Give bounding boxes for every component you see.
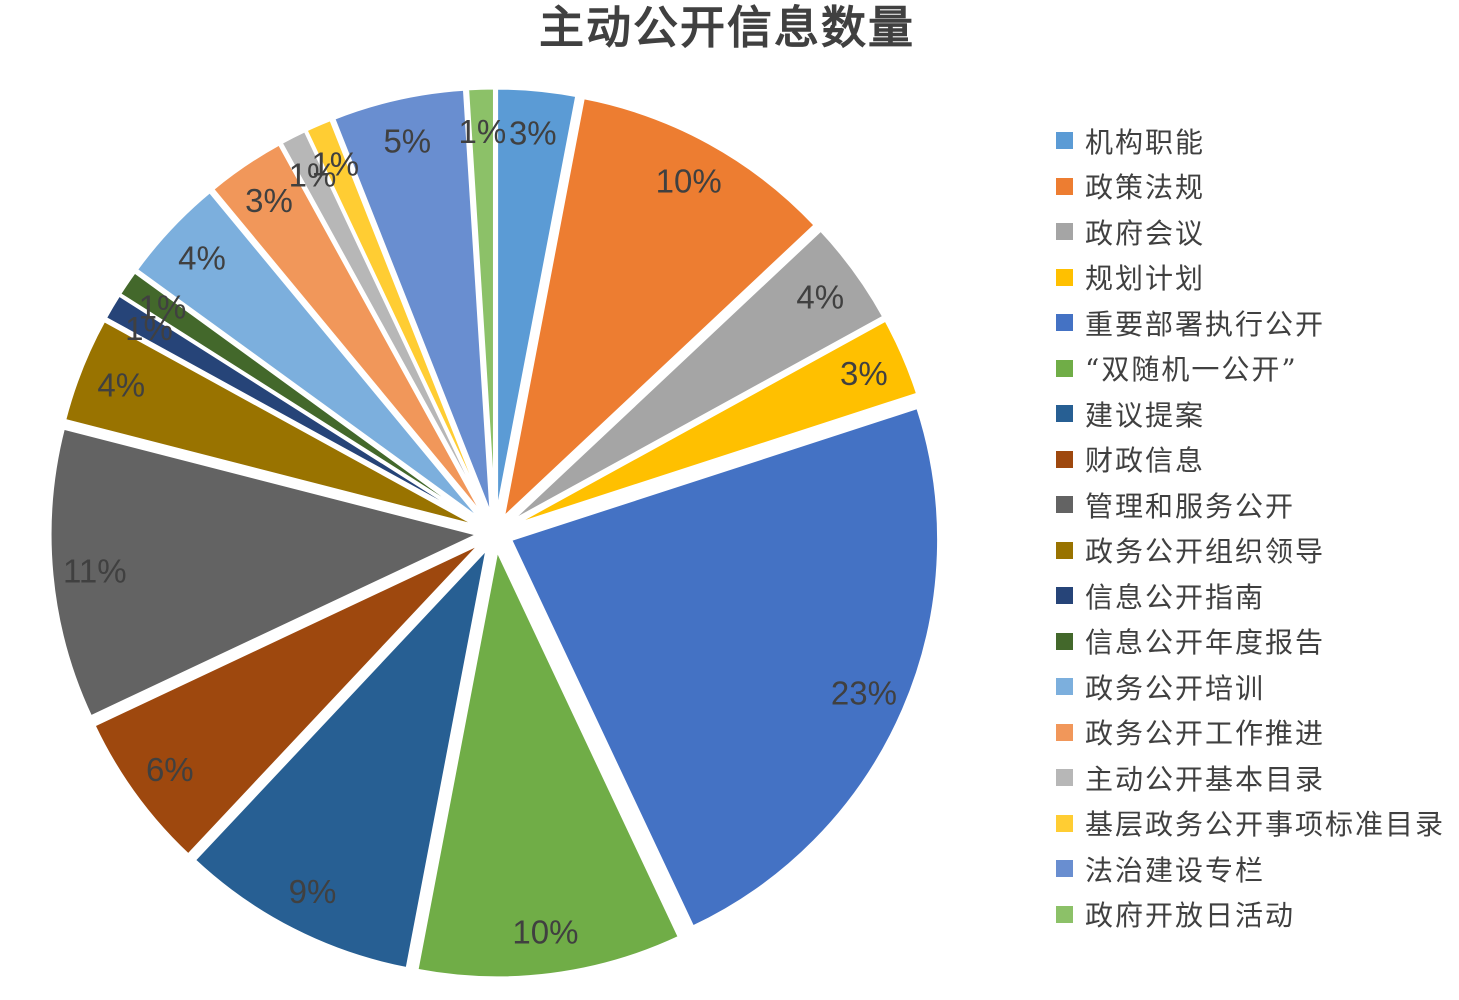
- chart-title: 主动公开信息数量: [538, 1, 915, 54]
- legend-swatch: [1056, 905, 1073, 923]
- pie-slice: [507, 228, 886, 525]
- legend-swatch: [1056, 632, 1073, 650]
- legend-swatch: [1056, 223, 1073, 241]
- pie-slice: [495, 86, 579, 518]
- pie-slice: [48, 426, 480, 719]
- pie-slice: [134, 190, 485, 523]
- legend-item: 主动公开基本目录: [1056, 755, 1445, 801]
- legend-item: 机构职能: [1056, 118, 1445, 164]
- data-label: 3%: [245, 182, 293, 219]
- pie-slice: [118, 270, 483, 525]
- pie-slice: [304, 117, 490, 519]
- data-label: 4%: [97, 367, 145, 404]
- legend-swatch: [1056, 541, 1073, 559]
- data-label: 1%: [139, 289, 187, 326]
- legend-item: 政务公开组织领导: [1056, 528, 1445, 574]
- pie-slice: [332, 87, 493, 518]
- legend-label: 信息公开指南: [1085, 580, 1266, 614]
- legend-item: 政府会议: [1056, 209, 1445, 255]
- pie-slice: [501, 96, 817, 520]
- legend-item: 规划计划: [1056, 255, 1445, 301]
- legend-label: 政策法规: [1085, 171, 1206, 205]
- data-label: 23%: [831, 674, 897, 711]
- legend-label: 财政信息: [1085, 444, 1206, 478]
- legend-label: 建议提案: [1085, 398, 1206, 432]
- legend-swatch: [1056, 587, 1073, 605]
- legend-label: 政务公开组织领导: [1085, 535, 1326, 569]
- data-label: 3%: [509, 114, 557, 151]
- legend-item: 政策法规: [1056, 164, 1445, 210]
- legend-label: 管理和服务公开: [1085, 489, 1296, 523]
- pie-slice: [192, 546, 489, 971]
- pie-slice: [211, 142, 487, 521]
- legend-swatch: [1056, 132, 1073, 150]
- legend-label: 政务公开工作推进: [1085, 717, 1326, 751]
- legend-swatch: [1056, 314, 1073, 332]
- legend-label: 政府会议: [1085, 216, 1206, 250]
- pie-slice: [509, 318, 920, 528]
- data-label: 1%: [311, 146, 359, 183]
- data-label: 10%: [512, 913, 578, 950]
- legend-label: 规划计划: [1085, 262, 1206, 296]
- legend-item: 法治建设专栏: [1056, 846, 1445, 892]
- legend-item: 政务公开工作推进: [1056, 710, 1445, 756]
- legend-swatch: [1056, 405, 1073, 423]
- data-label: 5%: [383, 122, 431, 159]
- legend-swatch: [1056, 860, 1073, 878]
- data-label: 4%: [178, 239, 226, 276]
- legend-swatch: [1056, 268, 1073, 286]
- legend-label: 政务公开培训: [1085, 671, 1266, 705]
- pie-slice: [509, 405, 941, 929]
- legend-label: 基层政务公开事项标准目录: [1085, 808, 1446, 842]
- data-label: 1%: [459, 113, 507, 150]
- legend-item: 信息公开指南: [1056, 573, 1445, 619]
- data-label: 1%: [125, 310, 173, 347]
- legend-item: 财政信息: [1056, 437, 1445, 483]
- data-label: 6%: [146, 751, 194, 788]
- pie-slice: [415, 548, 681, 980]
- data-label: 1%: [289, 156, 337, 193]
- pie-slice: [466, 86, 496, 518]
- legend-item: “双随机一公开”: [1056, 346, 1445, 392]
- legend-item: 建议提案: [1056, 391, 1445, 437]
- legend-item: 基层政务公开事项标准目录: [1056, 801, 1445, 847]
- legend-label: 法治建设专栏: [1085, 853, 1266, 887]
- legend-swatch: [1056, 496, 1073, 514]
- legend-item: 管理和服务公开: [1056, 482, 1445, 528]
- legend-label: 信息公开年度报告: [1085, 626, 1326, 660]
- legend-label: 重要部署执行公开: [1085, 307, 1326, 341]
- pie-slice: [63, 319, 481, 529]
- data-label: 4%: [796, 278, 844, 315]
- legend: 机构职能政策法规政府会议规划计划重要部署执行公开 “双随机一公开” 建议提案财政信息…: [1056, 118, 1445, 937]
- legend-label: 主动公开基本目录: [1085, 762, 1326, 796]
- legend-label: “双随机一公开”: [1085, 353, 1298, 387]
- pie-slice: [92, 541, 483, 857]
- legend-label: 机构职能: [1085, 125, 1206, 159]
- legend-swatch: [1056, 814, 1073, 832]
- legend-item: 信息公开年度报告: [1056, 619, 1445, 665]
- legend-label: 政府开放日活动: [1085, 899, 1296, 933]
- legend-swatch: [1056, 723, 1073, 741]
- data-label: 9%: [289, 873, 337, 910]
- legend-item: 政府开放日活动: [1056, 892, 1445, 938]
- data-label: 11%: [63, 552, 127, 589]
- legend-swatch: [1056, 678, 1073, 696]
- legend-item: 政务公开培训: [1056, 664, 1445, 710]
- legend-swatch: [1056, 177, 1073, 195]
- legend-swatch: [1056, 450, 1073, 468]
- data-label: 3%: [840, 355, 888, 392]
- data-label: 10%: [656, 162, 722, 199]
- legend-swatch: [1056, 359, 1073, 377]
- legend-item: 重要部署执行公开: [1056, 300, 1445, 346]
- legend-swatch: [1056, 769, 1073, 787]
